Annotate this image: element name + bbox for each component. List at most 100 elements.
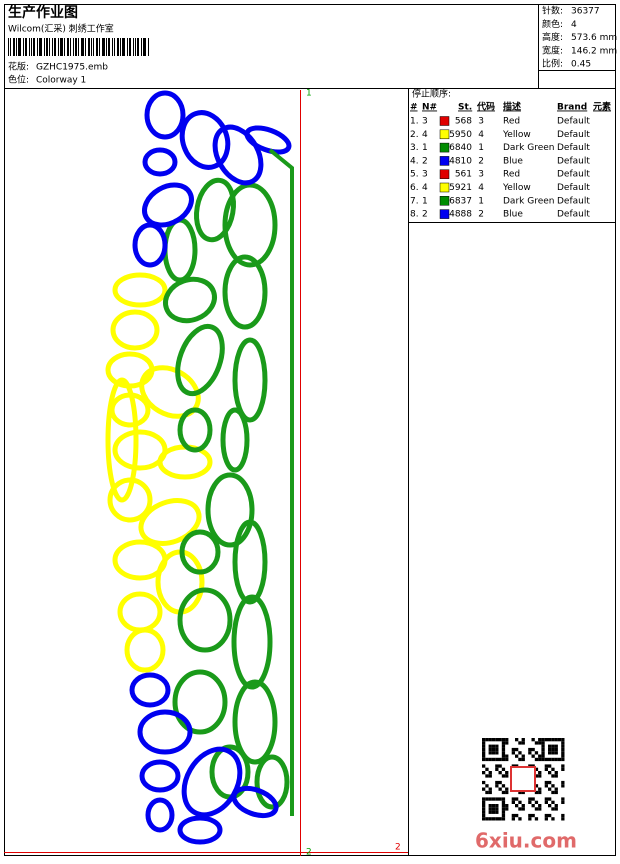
qr-module [495,807,499,811]
qr-module [554,790,558,795]
qr-module [511,747,515,752]
qr-module [534,790,539,795]
qr-module [501,774,506,778]
qr-module [554,751,558,755]
column-header: Brand [557,103,587,113]
qr-module [544,784,548,788]
code: 2 [478,210,484,220]
qr-module [498,771,502,775]
column-header: 元素 [593,101,611,113]
column-header: 描述 [503,101,521,113]
qr-module [557,738,562,742]
qr-module [518,741,522,745]
qr-module [482,810,486,814]
qr-module [551,774,555,778]
embroidery-loop [231,785,279,819]
qr-module [531,738,535,742]
qr-module [491,807,496,811]
qr-module [515,797,519,801]
qr-module [528,800,532,804]
qr-module [485,790,489,795]
row-index: 2. [410,130,419,140]
qr-module [548,813,552,818]
barcode-bar [91,38,92,56]
stat-label: 比例: [542,58,563,70]
description: Yellow [502,183,531,193]
embroidery-loop [105,377,139,503]
qr-module [501,741,506,745]
qr-module [534,767,539,771]
barcode-bar [75,38,77,56]
qr-module [554,787,558,791]
qr-module [561,764,565,768]
qr-module [501,810,506,814]
barcode-bar [8,38,9,56]
barcode-bar [70,38,71,56]
embroidery-loop [144,90,186,140]
needle: 2 [422,210,428,220]
barcode-bar [112,38,113,56]
qr-module [485,757,489,762]
code: 2 [478,156,484,166]
qr-module [551,790,555,795]
qr-module [538,754,542,758]
qr-module [554,738,558,742]
qr-module [551,747,555,752]
qr-module [521,807,525,811]
qr-module [485,774,489,778]
qr-module [551,767,555,771]
qr-module [531,813,535,818]
qr-module [501,784,506,788]
embroidery-loop [232,679,278,765]
description: Red [503,170,520,180]
color-swatch [439,209,450,219]
qr-module [534,751,539,755]
qr-module [485,767,489,771]
barcode-bar [25,38,27,56]
qr-module [498,757,502,762]
barcode-bar [78,38,79,56]
qr-module [501,804,506,808]
brand: Default [557,117,590,127]
barcode-bar [108,38,110,56]
barcode-bar [23,38,24,56]
qr-module [561,800,565,804]
qr-module [518,751,522,755]
qr-module [518,790,522,795]
qr-module [534,800,539,804]
qr-module [498,797,502,801]
qr-module [541,744,545,748]
embroidery-loop [179,529,221,575]
qr-module [548,738,552,742]
qr-module [491,744,496,748]
needle: 1 [422,143,428,153]
barcode-bar [29,38,30,56]
qr-module [482,813,486,818]
description: Dark Green [503,196,554,206]
qr-module [485,738,489,742]
column-header: 代码 [476,101,495,113]
description: Blue [503,156,523,166]
stitches: 5950 [449,130,472,140]
qr-module [501,747,506,752]
qr-module [495,751,499,755]
qr-module [501,817,506,821]
qr-module [495,738,499,742]
barcode-bar [114,38,115,56]
qr-module [505,741,509,745]
colorway: Colorway 1 [36,76,86,86]
stat-label: 颜色: [542,18,563,30]
brand: Default [557,156,590,166]
qr-module [521,804,525,808]
embroidery-loop [132,222,168,268]
qr-module [498,764,502,768]
embroidery-loop [124,627,166,673]
embroidery-loop [222,182,278,268]
qr-module [541,757,545,762]
qr-module [551,807,555,811]
qr-module [482,747,486,752]
qr-module [557,757,562,762]
barcode-bar [73,38,74,56]
qr-module [548,787,552,791]
barcode-bar [10,38,11,56]
